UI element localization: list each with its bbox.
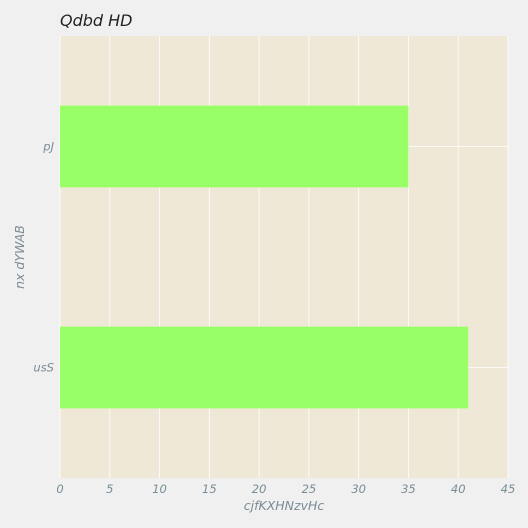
- x-tick-label: 25: [302, 482, 317, 496]
- x-tick-label: 30: [351, 482, 366, 496]
- plot-area: [60, 36, 508, 478]
- x-tick-label: 45: [501, 482, 516, 496]
- x-tick-label: 5: [106, 482, 113, 496]
- x-tick-label: 35: [401, 482, 416, 496]
- bars: [60, 105, 469, 409]
- y-tick-label: usS: [33, 361, 54, 375]
- bar-pJ: [60, 105, 409, 188]
- y-axis-ticks: usS pJ: [33, 140, 54, 375]
- x-tick-label: 10: [152, 482, 167, 496]
- x-tick-label: 40: [451, 482, 466, 496]
- chart-title: Qdbd HD: [60, 11, 133, 30]
- x-axis-label: cjfKXHNzvHc: [244, 498, 325, 513]
- x-tick-label: 0: [56, 482, 63, 496]
- y-axis-label: nx dYWAB: [12, 225, 27, 289]
- y-tick-label: pJ: [42, 140, 54, 154]
- x-tick-label: 20: [252, 482, 267, 496]
- bar-usS: [60, 326, 469, 409]
- x-tick-label: 15: [202, 482, 217, 496]
- x-axis-ticks: 0 5 10 15 20 25 30 35 40 45: [56, 482, 515, 496]
